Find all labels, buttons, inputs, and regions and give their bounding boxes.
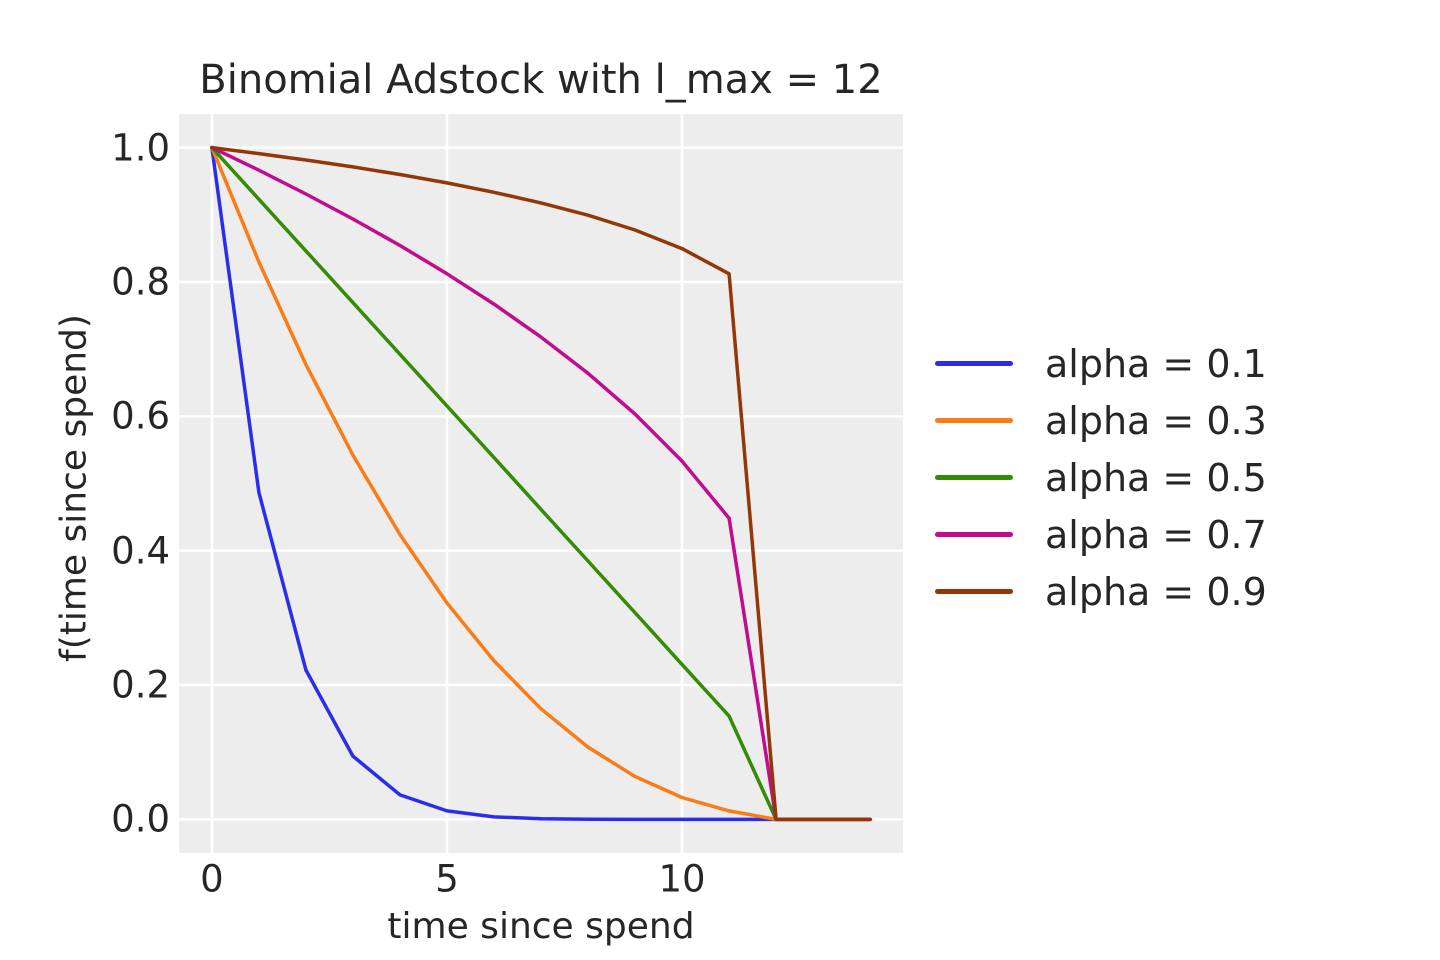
legend-label: alpha = 0.7 — [1045, 512, 1267, 557]
legend-item: alpha = 0.7 — [935, 512, 1267, 557]
y-tick-label-0.8: 0.8 — [111, 260, 170, 304]
series-line-alpha0.7 — [210, 145, 872, 822]
y-tick-label-0.4: 0.4 — [111, 529, 170, 573]
x-tick-label-5: 5 — [435, 857, 459, 901]
legend-label: alpha = 0.3 — [1045, 398, 1267, 443]
legend-line-swatch — [935, 361, 1013, 366]
series-line-alpha0.9 — [210, 145, 872, 822]
y-tick-label-1.0: 1.0 — [111, 126, 170, 170]
legend-line-swatch — [935, 475, 1013, 480]
legend-line-swatch — [935, 589, 1013, 594]
plot-background — [179, 114, 903, 853]
legend-line-swatch — [935, 532, 1013, 537]
y-axis-label: f(time since spend) — [53, 314, 95, 662]
legend-label: alpha = 0.9 — [1045, 569, 1267, 614]
x-tick-label-10: 10 — [658, 857, 706, 901]
chart-title: Binomial Adstock with l_max = 12 — [199, 57, 883, 103]
series-line-alpha0.5 — [210, 145, 872, 822]
y-tick-label-0.0: 0.0 — [111, 797, 170, 841]
legend-label: alpha = 0.5 — [1045, 455, 1267, 500]
y-tick-label-0.2: 0.2 — [111, 663, 170, 707]
legend: alpha = 0.1 alpha = 0.3 alpha = 0.5 alpha =… — [935, 341, 1267, 614]
series-line-alpha0.1 — [210, 145, 872, 822]
legend-line-swatch — [935, 418, 1013, 423]
legend-item: alpha = 0.9 — [935, 569, 1267, 614]
legend-item: alpha = 0.3 — [935, 398, 1267, 443]
legend-label: alpha = 0.1 — [1045, 341, 1267, 386]
y-tick-label-0.6: 0.6 — [111, 394, 170, 438]
x-axis-label: time since spend — [387, 906, 695, 947]
series-line-alpha0.3 — [210, 145, 872, 822]
legend-item: alpha = 0.1 — [935, 341, 1267, 386]
x-tick-label-0: 0 — [200, 857, 224, 901]
legend-item: alpha = 0.5 — [935, 455, 1267, 500]
